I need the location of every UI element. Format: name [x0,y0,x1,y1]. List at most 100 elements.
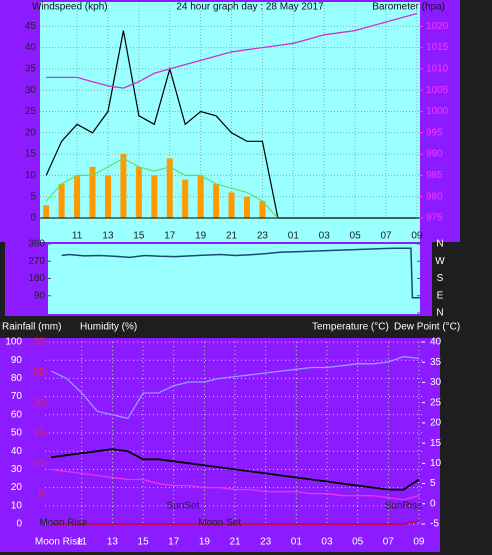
x-tick-label: 21 [229,537,241,548]
series-line [51,520,420,525]
y2-tick-label: 975 [426,213,443,224]
series-line [46,12,418,89]
y-tick-label: 40 [25,42,37,53]
bar [104,175,111,218]
series-line [50,355,419,420]
y-tick-label: 360 [28,239,45,250]
y2-tick-label: 10 [430,458,442,469]
y2-tick-label: E [437,290,444,301]
y2-tick-label: 1020 [426,21,449,32]
y-tick-label: 270 [28,256,45,267]
x-tick-label: 11 [77,537,88,548]
y2-tick-label: 0 [430,498,436,509]
y3-tick-label: 20 [33,397,45,408]
y2-tick-label: 980 [426,191,443,202]
y-tick-label: 90 [34,290,46,301]
y3-tick-label: 10 [33,458,45,469]
bar [259,200,266,218]
y3-tick-label: 25 [33,367,45,378]
y2-tick-label: 5 [430,478,436,489]
annotation: SunSet [167,501,200,512]
y2-tick-label: 15 [430,438,442,449]
x-tick-label: 17 [168,537,180,548]
x-tick-label: 07 [380,231,392,242]
x-tick-label: 13 [107,537,119,548]
x-tick-label: 19 [195,231,207,242]
y2-tick-label: W [435,256,445,267]
y-tick-label: 60 [11,409,23,420]
x-tick-label: 03 [319,231,331,242]
y2-tick-label: 25 [430,397,442,408]
x-tick-label: 09 [411,231,423,242]
x-tick-label: 01 [291,537,303,548]
x-tick-label: 19 [199,537,211,548]
y-tick-label: 30 [11,464,23,475]
y2-tick-label: 35 [430,357,442,368]
x-tick-label: 23 [257,231,269,242]
y-tick-label: 0 [30,213,36,224]
y-tick-label: 90 [11,355,23,366]
rain-axis-label: Rainfall (mm) [2,322,61,333]
bar [213,183,220,218]
y-tick-label: 45 [25,21,37,32]
x-tick-label: 23 [260,537,272,548]
y-tick-label: 35 [25,64,37,75]
y-tick-label: 10 [11,500,23,511]
bar [120,154,127,218]
y2-tick-label: S [437,273,444,284]
y-tick-label: 0 [16,519,22,530]
x-tick-label: 15 [138,537,150,548]
bar [135,166,142,218]
y-tick-label: 180 [28,273,45,284]
y-tick-label: 40 [11,446,23,457]
y2-tick-label: -5 [430,519,439,530]
y-tick-label: 80 [11,373,23,384]
humidity-axis-label: Humidity (%) [80,322,137,333]
x-tick-label: 13 [102,231,114,242]
y2-tick-label: 1015 [426,42,449,53]
y2-tick-label: 1005 [426,85,449,96]
x-tick-label: 17 [164,231,176,242]
bar [182,179,189,218]
x-tick-label: 05 [350,231,362,242]
y2-tick-label: 40 [430,337,442,348]
series-line [51,468,420,501]
bar [43,205,50,218]
mid-plot-area [48,244,420,314]
y-tick-label: 25 [25,106,37,117]
y2-tick-label: 30 [430,377,442,388]
y2-tick-label: 1010 [426,64,449,75]
series-line [61,247,420,299]
y-tick-label: 15 [25,149,37,160]
annotation: Moon Rise [35,537,83,548]
annotation: Moon Set [198,518,241,529]
temperature-axis-label: Temperature (°C) [312,322,389,333]
y2-tick-label: 985 [426,170,443,181]
x-tick-label: 05 [352,537,364,548]
x-tick-label: 07 [383,537,395,548]
y-tick-label: 5 [30,191,36,202]
bar [89,166,96,218]
x-tick-label: 15 [133,231,145,242]
x-tick-label: 11 [72,231,83,242]
bar [74,175,81,218]
y2-tick-label: N [436,308,443,319]
bar [166,158,173,218]
x-tick-label: 21 [226,231,238,242]
y2-tick-label: N [436,239,443,250]
y3-tick-label: 5 [38,488,44,499]
annotation: Moon Rise [39,518,87,529]
barometer-axis-label: Barometer (hpa) [372,2,445,13]
wind-axis-label: Windspeed (kph) [32,2,108,13]
bar [58,183,65,218]
y-tick-label: 10 [25,170,37,181]
y2-tick-label: 990 [426,149,443,160]
series-line [50,448,420,491]
y-tick-label: 50 [11,428,23,439]
y-tick-label: 20 [11,482,23,493]
bar [228,192,235,218]
bar [243,196,250,218]
y-tick-label: 30 [25,85,37,96]
